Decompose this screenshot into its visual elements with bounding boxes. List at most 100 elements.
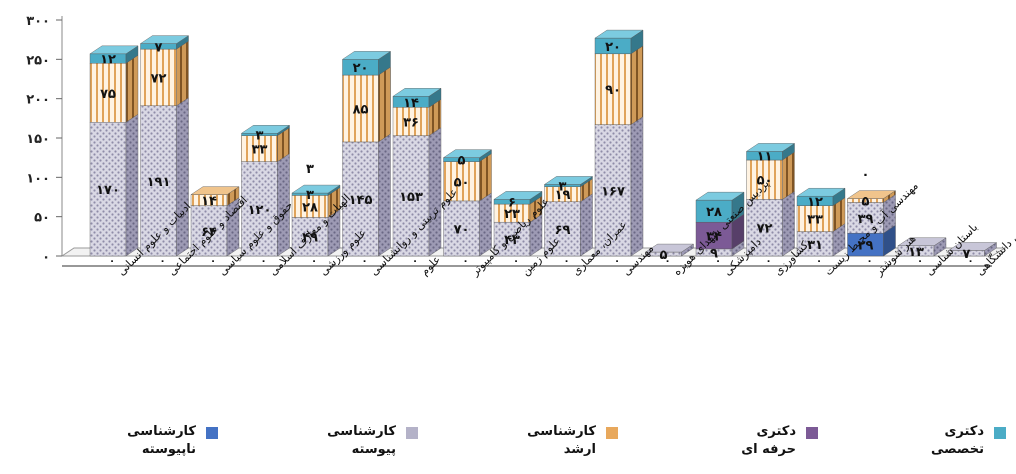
bar-segment-1 (796, 231, 834, 257)
bar-top-face (139, 35, 190, 44)
data-label: ۳ (559, 180, 567, 195)
bar-segment-1 (544, 201, 581, 257)
bar-top-face (493, 191, 543, 200)
legend-label: کارشناسی ارشد (527, 424, 596, 457)
bar-stack (543, 176, 594, 257)
bar-segment-1 (89, 122, 127, 257)
data-label: ۱۴ (403, 96, 419, 111)
legend-swatch (806, 427, 818, 439)
zero-label: ۰ (159, 256, 165, 267)
legend-item-karshenasi-peyvasteh: کارشناسی پیوسته (288, 423, 418, 474)
bar-segment-side (125, 54, 139, 123)
bar-top-face (291, 184, 341, 194)
data-label: ۱۵۳ (399, 190, 423, 205)
bar-segment-2 (392, 107, 430, 136)
data-label: ۷۲ (151, 71, 167, 86)
bar-stack (190, 186, 240, 257)
bar-top-face (240, 125, 291, 134)
bar-stack (796, 187, 846, 257)
zero-label: ۰ (412, 256, 418, 267)
zero-label: ۰ (109, 256, 115, 267)
data-label: ۱۷۰ (96, 183, 120, 198)
data-label: ۷ (963, 247, 971, 262)
zero-label: ۰ (210, 256, 216, 267)
bar-stack (240, 124, 291, 257)
zero-label: ۰ (462, 256, 468, 267)
legend-swatch (206, 427, 218, 439)
extra-data-label: ۳ (306, 162, 314, 177)
data-label: ۷۲ (757, 222, 773, 237)
zero-label: ۰ (563, 256, 569, 267)
zero-label: ۰ (765, 256, 771, 267)
data-label: ۷ (155, 40, 163, 55)
data-label: ۲۹ (858, 239, 874, 254)
bar-stack (139, 35, 190, 257)
bar-top-face (796, 188, 846, 197)
y-tick-label: ۵۰ (34, 211, 50, 226)
bar-segment-side (176, 97, 189, 257)
data-label: ۳۹ (858, 212, 874, 227)
data-label: ۵ (660, 248, 668, 263)
bar-top-face (543, 176, 594, 185)
data-label: ۲۰ (605, 40, 621, 55)
bar-top-face (89, 45, 139, 55)
bar-stack (493, 190, 543, 257)
bar-segment-side (378, 133, 391, 257)
bar-segment-side (630, 45, 644, 126)
bar-top-face (341, 51, 392, 60)
data-label: ۴۹ (302, 231, 318, 246)
bar-segment-2 (342, 74, 379, 143)
data-label: ۳۳ (807, 213, 823, 228)
bar-segment-1 (443, 200, 480, 257)
y-tick-label: ۲۰۰ (26, 93, 50, 108)
category-label: علوم (418, 253, 443, 278)
bar-top-face (745, 143, 796, 152)
bar-stack (392, 87, 442, 257)
data-label: ۹۰ (605, 83, 621, 98)
legend-swatch (994, 427, 1006, 439)
data-label: ۹ (710, 246, 718, 261)
zero-label: ۰ (866, 256, 872, 267)
bar-segment-1 (746, 199, 783, 257)
bar-segment-side (479, 153, 492, 202)
data-label: ۵ (862, 195, 870, 210)
data-label: ۵ (458, 154, 466, 169)
bar-stack (846, 190, 897, 257)
bar-segment-1 (241, 161, 278, 257)
bar-segment-2 (89, 63, 127, 123)
extra-data-label: ۰ (862, 168, 870, 183)
y-tick-label: ۲۵۰ (26, 53, 50, 68)
bar-segment-3 (695, 221, 733, 250)
legend-item-doctora-herfei: دکتری حرفه ای (688, 423, 818, 474)
bar-top-face (897, 237, 947, 246)
y-tick-label: ۰ (42, 250, 50, 265)
data-label: ۱۱ (757, 150, 773, 165)
zero-label: ۰ (715, 256, 721, 267)
zero-label: ۰ (614, 256, 620, 267)
bar-stack (89, 45, 139, 257)
legend-label: دکتری حرفه ای (741, 424, 796, 457)
bar-top-face (947, 242, 998, 251)
data-label: ۱۲ (807, 195, 823, 210)
y-tick-label: ۱۰۰ (26, 171, 50, 186)
data-label: ۱۴۵ (349, 193, 373, 208)
zero-label: ۰ (361, 256, 367, 267)
data-label: ۳ (306, 188, 314, 203)
bar-stack (897, 237, 947, 257)
bar-stack (594, 29, 644, 257)
data-label: ۲۸ (302, 200, 318, 215)
y-tick-label: ۱۵۰ (26, 132, 50, 147)
legend-label: کارشناسی پیوسته (327, 424, 396, 457)
bar-stack (442, 149, 493, 257)
bar-top-face (392, 88, 442, 97)
data-label: ۱۹۱ (147, 175, 171, 190)
bar-segment-side (378, 66, 391, 143)
data-label: ۱۹ (555, 188, 571, 203)
data-label: ۳۳ (252, 143, 268, 158)
bar-top-face (190, 186, 240, 195)
data-label: ۳۶ (403, 115, 419, 130)
bar-segment-2 (140, 48, 177, 106)
bar-segment-1 (847, 202, 884, 234)
bar-stack (291, 184, 341, 257)
